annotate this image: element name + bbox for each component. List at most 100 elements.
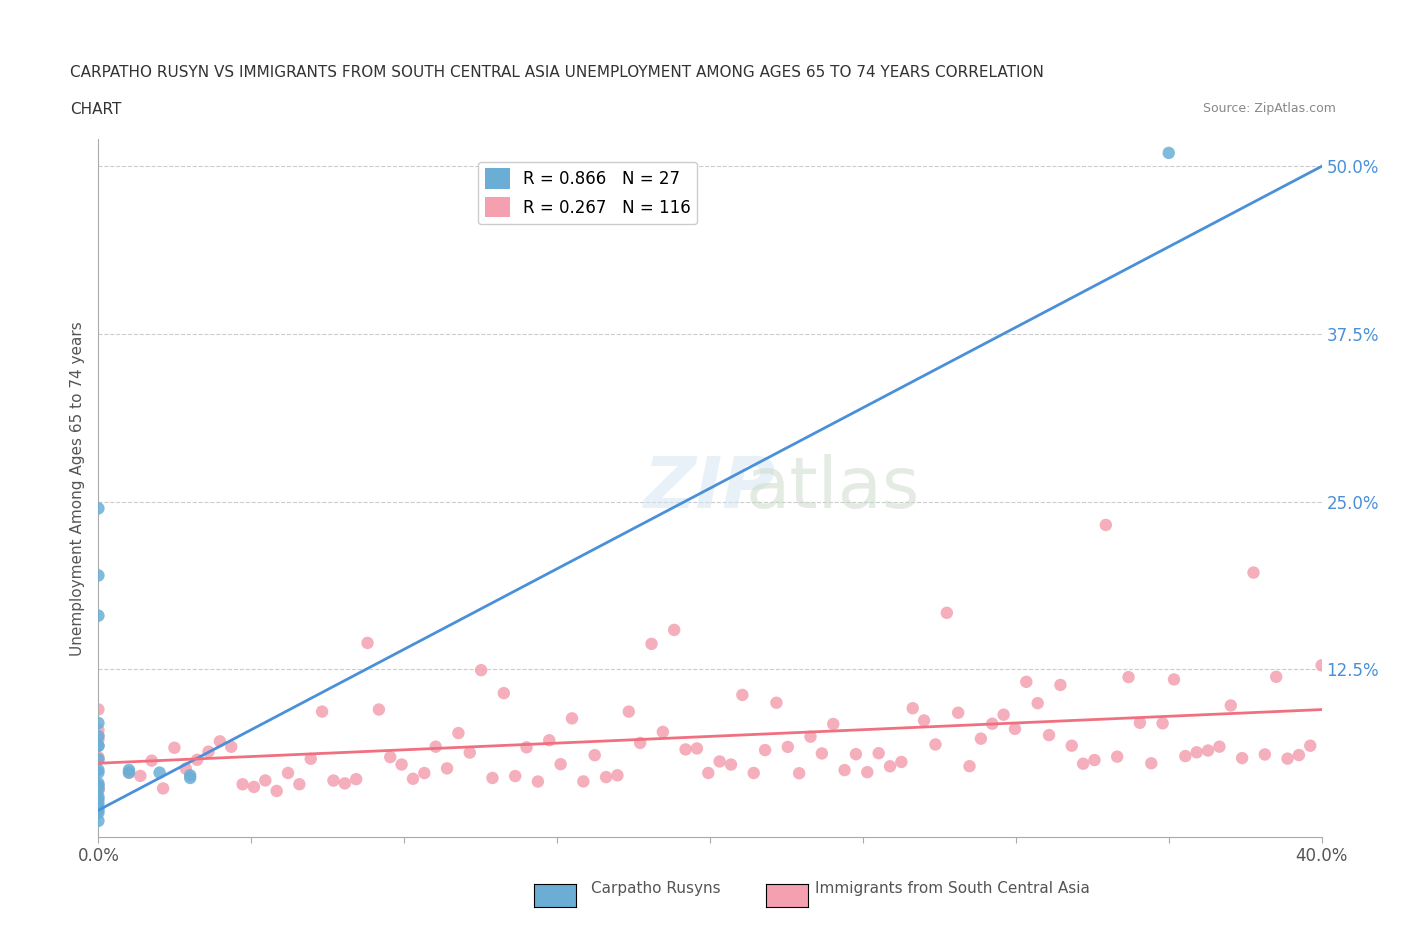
Point <box>572 774 595 789</box>
Point <box>981 716 1004 731</box>
Text: atlas: atlas <box>745 454 920 523</box>
Point <box>811 746 834 761</box>
Point <box>731 687 754 702</box>
Point <box>697 765 720 780</box>
Point <box>1004 722 1026 737</box>
Point <box>380 750 402 764</box>
Point <box>1026 696 1049 711</box>
Point <box>118 765 141 780</box>
Text: Source: ZipAtlas.com: Source: ZipAtlas.com <box>1202 102 1336 115</box>
Point <box>87 781 110 796</box>
Point <box>87 781 110 796</box>
Point <box>87 763 110 777</box>
Point <box>436 761 458 776</box>
Point <box>87 568 110 583</box>
Point <box>492 685 515 700</box>
Point <box>583 748 606 763</box>
Point <box>367 702 389 717</box>
Point <box>538 733 561 748</box>
Point <box>527 774 550 789</box>
Point <box>709 754 731 769</box>
Point <box>823 717 845 732</box>
Point <box>1230 751 1253 765</box>
Point <box>1083 752 1105 767</box>
Point <box>765 696 787 711</box>
Point <box>208 734 231 749</box>
Point <box>87 783 110 798</box>
Point <box>1152 716 1174 731</box>
Text: ZIP: ZIP <box>644 454 776 523</box>
Point <box>1243 565 1265 580</box>
Point <box>87 792 110 807</box>
Point <box>87 790 110 804</box>
Point <box>640 636 662 651</box>
Point <box>87 778 110 793</box>
Point <box>776 739 799 754</box>
Point <box>118 765 141 780</box>
Point <box>890 754 912 769</box>
Point <box>912 713 935 728</box>
Point <box>87 796 110 811</box>
Point <box>447 725 470 740</box>
Point <box>1288 748 1310 763</box>
Point <box>87 732 110 747</box>
Point <box>1095 517 1118 532</box>
Point <box>959 759 981 774</box>
Point <box>219 739 242 754</box>
Point <box>935 605 957 620</box>
Point <box>503 768 526 783</box>
Point <box>1265 670 1288 684</box>
Point <box>344 772 367 787</box>
Text: CHART: CHART <box>70 102 122 117</box>
Point <box>87 715 110 730</box>
Point <box>163 740 186 755</box>
Point <box>799 729 821 744</box>
Point <box>1197 743 1219 758</box>
Point <box>628 736 651 751</box>
Point <box>1140 756 1163 771</box>
Point <box>266 783 288 798</box>
Point <box>754 743 776 758</box>
Point <box>254 773 277 788</box>
Point <box>87 777 110 792</box>
Point <box>333 776 356 790</box>
Point <box>413 765 436 780</box>
Point <box>481 771 503 786</box>
Point <box>1157 145 1180 160</box>
Text: Immigrants from South Central Asia: Immigrants from South Central Asia <box>815 881 1091 896</box>
Point <box>720 757 742 772</box>
Point <box>924 737 946 751</box>
Point <box>197 744 219 759</box>
Point <box>901 701 924 716</box>
Point <box>402 771 425 786</box>
Point <box>1049 678 1071 693</box>
Point <box>1299 738 1322 753</box>
Point <box>1060 738 1083 753</box>
Point <box>87 608 110 623</box>
Point <box>1015 674 1038 689</box>
Point <box>356 635 378 650</box>
Point <box>993 708 1015 723</box>
Point <box>87 805 110 820</box>
Point <box>1107 750 1129 764</box>
Point <box>606 768 628 783</box>
Point <box>152 781 174 796</box>
Point <box>458 745 481 760</box>
Point <box>311 704 333 719</box>
Point <box>322 773 344 788</box>
Point <box>186 752 208 767</box>
Point <box>1163 672 1185 687</box>
Point <box>834 763 856 777</box>
Point <box>1208 739 1230 754</box>
Point <box>742 765 765 780</box>
Point <box>87 702 110 717</box>
Point <box>1219 698 1241 713</box>
Point <box>141 753 163 768</box>
Text: Carpatho Rusyns: Carpatho Rusyns <box>591 881 720 896</box>
Point <box>675 742 697 757</box>
Point <box>595 770 617 785</box>
Text: CARPATHO RUSYN VS IMMIGRANTS FROM SOUTH CENTRAL ASIA UNEMPLOYMENT AMONG AGES 65 : CARPATHO RUSYN VS IMMIGRANTS FROM SOUTH … <box>70 65 1045 80</box>
Point <box>87 814 110 829</box>
Point <box>879 759 901 774</box>
Point <box>550 757 572 772</box>
